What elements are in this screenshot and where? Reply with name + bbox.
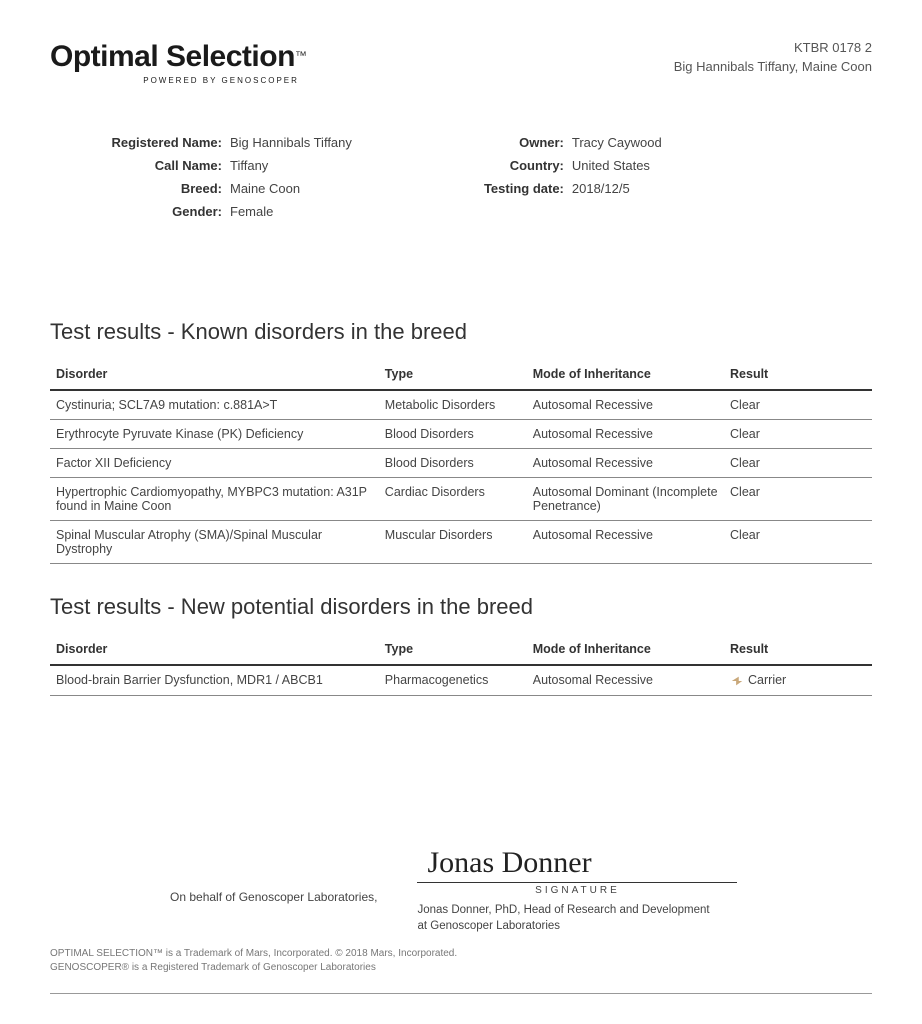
- table-header-cell: Disorder: [50, 634, 379, 665]
- table-header-cell: Mode of Inheritance: [527, 359, 724, 390]
- info-value: Tiffany: [230, 158, 268, 173]
- section1-title: Test results - Known disorders in the br…: [50, 319, 872, 345]
- table-cell: Autosomal Dominant (Incomplete Penetranc…: [527, 478, 724, 521]
- table-cell: Clear: [724, 478, 872, 521]
- info-grid: Registered Name:Big Hannibals TiffanyCal…: [50, 135, 872, 219]
- info-value: Tracy Caywood: [572, 135, 662, 150]
- table-row: Blood-brain Barrier Dysfunction, MDR1 / …: [50, 665, 872, 695]
- info-value: Female: [230, 204, 273, 219]
- table-row: Erythrocyte Pyruvate Kinase (PK) Deficie…: [50, 420, 872, 449]
- table-cell: Autosomal Recessive: [527, 449, 724, 478]
- table-header-cell: Disorder: [50, 359, 379, 390]
- footer-line1: OPTIMAL SELECTION™ is a Trademark of Mar…: [50, 948, 457, 959]
- table-cell: Hypertrophic Cardiomyopathy, MYBPC3 muta…: [50, 478, 379, 521]
- table-cell: Muscular Disorders: [379, 521, 527, 564]
- info-label: Owner:: [432, 135, 572, 150]
- info-col-left: Registered Name:Big Hannibals TiffanyCal…: [90, 135, 352, 219]
- info-row: Testing date:2018/12/5: [432, 181, 662, 196]
- header-right: KTBR 0178 2 Big Hannibals Tiffany, Maine…: [674, 40, 872, 78]
- info-value: Big Hannibals Tiffany: [230, 135, 352, 150]
- info-value: United States: [572, 158, 650, 173]
- table-known-disorders: DisorderTypeMode of InheritanceResult Cy…: [50, 359, 872, 564]
- table-cell: Autosomal Recessive: [527, 390, 724, 420]
- info-row: Country:United States: [432, 158, 662, 173]
- table-row: Cystinuria; SCL7A9 mutation: c.881A>TMet…: [50, 390, 872, 420]
- table-cell: Blood-brain Barrier Dysfunction, MDR1 / …: [50, 665, 379, 695]
- signature-script: Jonas Donner: [417, 846, 737, 883]
- table-cell: Carrier: [724, 665, 872, 695]
- signature-right: Jonas Donner SIGNATURE Jonas Donner, PhD…: [417, 846, 737, 934]
- footer-trademark: OPTIMAL SELECTION™ is a Trademark of Mar…: [50, 947, 872, 994]
- signature-block: On behalf of Genoscoper Laboratories, Jo…: [50, 846, 872, 934]
- signature-label: SIGNATURE: [417, 885, 737, 896]
- table-cell: Cystinuria; SCL7A9 mutation: c.881A>T: [50, 390, 379, 420]
- table-header-cell: Type: [379, 634, 527, 665]
- signature-on-behalf: On behalf of Genoscoper Laboratories,: [50, 890, 377, 934]
- ref-code: KTBR 0178 2: [674, 40, 872, 55]
- table-cell: Spinal Muscular Atrophy (SMA)/Spinal Mus…: [50, 521, 379, 564]
- table-cell: Erythrocyte Pyruvate Kinase (PK) Deficie…: [50, 420, 379, 449]
- carrier-icon: [730, 674, 744, 688]
- info-label: Testing date:: [432, 181, 572, 196]
- table-header-cell: Result: [724, 359, 872, 390]
- logo-main: Optimal Selection™: [50, 40, 307, 74]
- subject-line: Big Hannibals Tiffany, Maine Coon: [674, 59, 872, 74]
- info-row: Call Name:Tiffany: [90, 158, 352, 173]
- table-cell: Pharmacogenetics: [379, 665, 527, 695]
- section2-title: Test results - New potential disorders i…: [50, 594, 872, 620]
- table-cell: Autosomal Recessive: [527, 420, 724, 449]
- logo-block: Optimal Selection™ POWERED BY GENOSCOPER: [50, 40, 307, 85]
- info-label: Registered Name:: [90, 135, 230, 150]
- table-cell: Clear: [724, 390, 872, 420]
- table-header-cell: Result: [724, 634, 872, 665]
- info-value: Maine Coon: [230, 181, 300, 196]
- table-cell: Cardiac Disorders: [379, 478, 527, 521]
- info-row: Breed:Maine Coon: [90, 181, 352, 196]
- table-cell: Clear: [724, 449, 872, 478]
- signature-name-line1: Jonas Donner, PhD, Head of Research and …: [417, 904, 709, 916]
- logo-tm: ™: [295, 49, 307, 63]
- signature-name-line2: at Genoscoper Laboratories: [417, 920, 560, 932]
- table-header-cell: Mode of Inheritance: [527, 634, 724, 665]
- info-value: 2018/12/5: [572, 181, 630, 196]
- table-cell: Blood Disorders: [379, 449, 527, 478]
- document-header: Optimal Selection™ POWERED BY GENOSCOPER…: [50, 40, 872, 85]
- table-new-disorders: DisorderTypeMode of InheritanceResult Bl…: [50, 634, 872, 696]
- powered-by: POWERED BY GENOSCOPER: [50, 76, 307, 85]
- table-cell: Autosomal Recessive: [527, 521, 724, 564]
- info-label: Country:: [432, 158, 572, 173]
- logo-text: Optimal Selection: [50, 40, 295, 73]
- table-cell: Autosomal Recessive: [527, 665, 724, 695]
- table-cell: Factor XII Deficiency: [50, 449, 379, 478]
- table-cell: Clear: [724, 420, 872, 449]
- info-row: Owner:Tracy Caywood: [432, 135, 662, 150]
- result-text: Carrier: [748, 673, 786, 687]
- signature-name: Jonas Donner, PhD, Head of Research and …: [417, 902, 737, 934]
- table-header-cell: Type: [379, 359, 527, 390]
- info-label: Breed:: [90, 181, 230, 196]
- info-row: Registered Name:Big Hannibals Tiffany: [90, 135, 352, 150]
- table-cell: Metabolic Disorders: [379, 390, 527, 420]
- info-col-right: Owner:Tracy CaywoodCountry:United States…: [432, 135, 662, 219]
- info-row: Gender:Female: [90, 204, 352, 219]
- footer-line2: GENOSCOPER® is a Registered Trademark of…: [50, 962, 376, 973]
- table-cell: Clear: [724, 521, 872, 564]
- table-row: Factor XII DeficiencyBlood DisordersAuto…: [50, 449, 872, 478]
- info-label: Gender:: [90, 204, 230, 219]
- table-cell: Blood Disorders: [379, 420, 527, 449]
- info-label: Call Name:: [90, 158, 230, 173]
- table-row: Spinal Muscular Atrophy (SMA)/Spinal Mus…: [50, 521, 872, 564]
- table-row: Hypertrophic Cardiomyopathy, MYBPC3 muta…: [50, 478, 872, 521]
